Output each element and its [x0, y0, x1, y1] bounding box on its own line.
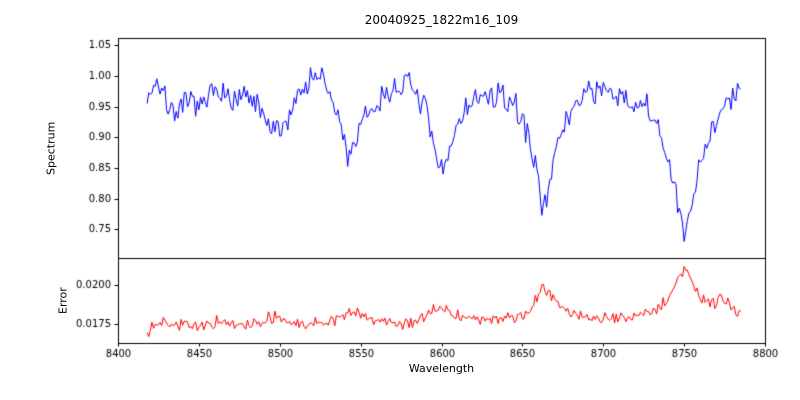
- chart-title: 20040925_1822m16_109: [364, 13, 519, 27]
- x-axis-label: Wavelength: [408, 362, 475, 375]
- y-axis-label-spectrum: Spectrum: [44, 121, 58, 175]
- y-axis-label-error: Error: [56, 287, 70, 314]
